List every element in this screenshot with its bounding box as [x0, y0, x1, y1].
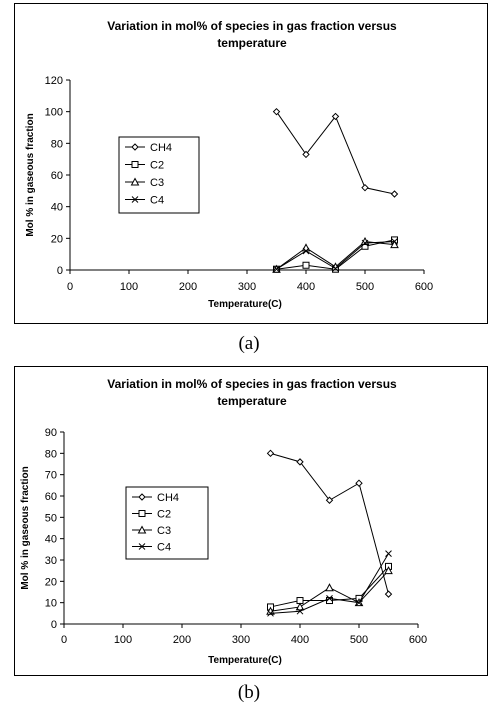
y-tick-label: 20: [45, 576, 57, 588]
y-tick-label: 40: [45, 534, 57, 546]
legend-label: CH4: [150, 142, 172, 154]
legend-marker-ch4: [138, 493, 146, 501]
y-tick-label: 50: [45, 512, 57, 524]
data-point-c3: [390, 240, 399, 249]
y-tick-label: 80: [45, 448, 57, 460]
series-line-ch4: [276, 111, 395, 195]
y-tick-label: 0: [51, 619, 57, 631]
data-point-c4: [302, 247, 310, 255]
data-point-ch4: [266, 449, 275, 458]
data-point-c3: [325, 583, 334, 592]
y-tick-label: 90: [45, 427, 57, 439]
data-point-c4: [326, 595, 333, 602]
legend-marker-c2: [131, 161, 139, 168]
x-tick-label: 100: [114, 634, 132, 646]
y-tick-label: 120: [45, 75, 63, 87]
y-tick-label: 40: [51, 202, 63, 214]
caption-b: (b): [237, 682, 261, 703]
data-point-ch4: [302, 150, 310, 159]
data-point-ch4: [325, 496, 334, 504]
y-tick-label: 60: [51, 170, 63, 182]
y-axis-label: Mol % in gaseous fraction: [25, 113, 36, 236]
y-tick-label: 30: [45, 555, 57, 567]
y-tick-label: 60: [45, 491, 57, 503]
y-tick-label: 10: [45, 598, 57, 610]
data-point-c2: [326, 597, 333, 605]
x-tick-label: 0: [61, 634, 67, 646]
legend-marker-c4: [138, 543, 146, 550]
data-point-c4: [273, 265, 280, 273]
series-line-ch4: [270, 452, 389, 595]
legend-marker-c3: [137, 525, 147, 534]
legend-label: C3: [157, 525, 171, 537]
x-axis-label: Temperature(C): [208, 299, 282, 310]
data-point-ch4: [272, 107, 281, 116]
x-tick-label: 200: [173, 634, 191, 646]
x-tick-label: 500: [350, 634, 368, 646]
chart-title-line: temperature: [217, 394, 287, 408]
legend-marker-c3: [130, 177, 140, 186]
x-tick-label: 100: [120, 281, 138, 293]
x-tick-label: 300: [232, 634, 250, 646]
legend-marker-ch4: [131, 143, 139, 151]
caption-a: (a): [238, 333, 260, 354]
data-point-c3: [295, 602, 305, 611]
legend-label: C4: [150, 195, 164, 207]
y-tick-label: 0: [57, 265, 63, 277]
data-point-c2: [302, 261, 310, 269]
data-point-c4: [385, 550, 392, 557]
legend-label: C2: [150, 160, 164, 172]
legend-marker-c4: [131, 196, 139, 203]
x-tick-label: 300: [238, 281, 256, 293]
legend-marker-c2: [138, 510, 146, 517]
legend-box: [118, 136, 200, 214]
chart-title-line: Variation in mol% of species in gas frac…: [107, 19, 397, 33]
data-point-ch4: [355, 479, 363, 487]
chart-title-line: Variation in mol% of species in gas frac…: [107, 377, 397, 391]
x-tick-label: 600: [409, 634, 427, 646]
y-tick-label: 80: [51, 138, 63, 150]
x-tick-label: 200: [179, 281, 197, 293]
y-tick-label: 20: [51, 233, 63, 245]
data-point-c3: [384, 566, 393, 575]
x-tick-label: 400: [291, 634, 309, 646]
legend-label: CH4: [157, 492, 179, 504]
legend-label: C3: [150, 177, 164, 189]
data-point-c4: [296, 607, 304, 615]
data-point-c4: [355, 599, 363, 607]
data-point-c4: [391, 238, 398, 245]
x-tick-label: 0: [67, 281, 73, 293]
x-axis-label: Temperature(C): [208, 655, 282, 666]
data-point-ch4: [384, 590, 393, 598]
data-point-c4: [361, 239, 369, 247]
x-tick-label: 400: [297, 281, 315, 293]
legend-label: C2: [157, 509, 171, 521]
data-point-ch4: [390, 190, 399, 198]
chart-b: Variation in mol% of species in gas frac…: [20, 377, 427, 666]
figure-b: Variation in mol% of species in gas frac…: [0, 360, 498, 708]
chart-a: Variation in mol% of species in gas frac…: [25, 19, 433, 310]
data-point-ch4: [331, 112, 340, 121]
x-tick-label: 600: [415, 281, 433, 293]
y-axis-label: Mol % in gaseous fraction: [20, 466, 31, 589]
figure-a: Variation in mol% of species in gas frac…: [14, 3, 488, 354]
data-point-c4: [332, 265, 339, 272]
data-point-c3: [301, 243, 311, 252]
chart-title-line: temperature: [217, 36, 287, 50]
y-tick-label: 100: [45, 107, 63, 119]
y-tick-label: 70: [45, 470, 57, 482]
legend-label: C4: [157, 542, 171, 554]
x-tick-label: 500: [356, 281, 374, 293]
data-point-ch4: [296, 458, 304, 466]
data-point-c4: [267, 609, 274, 617]
data-point-ch4: [361, 183, 369, 192]
